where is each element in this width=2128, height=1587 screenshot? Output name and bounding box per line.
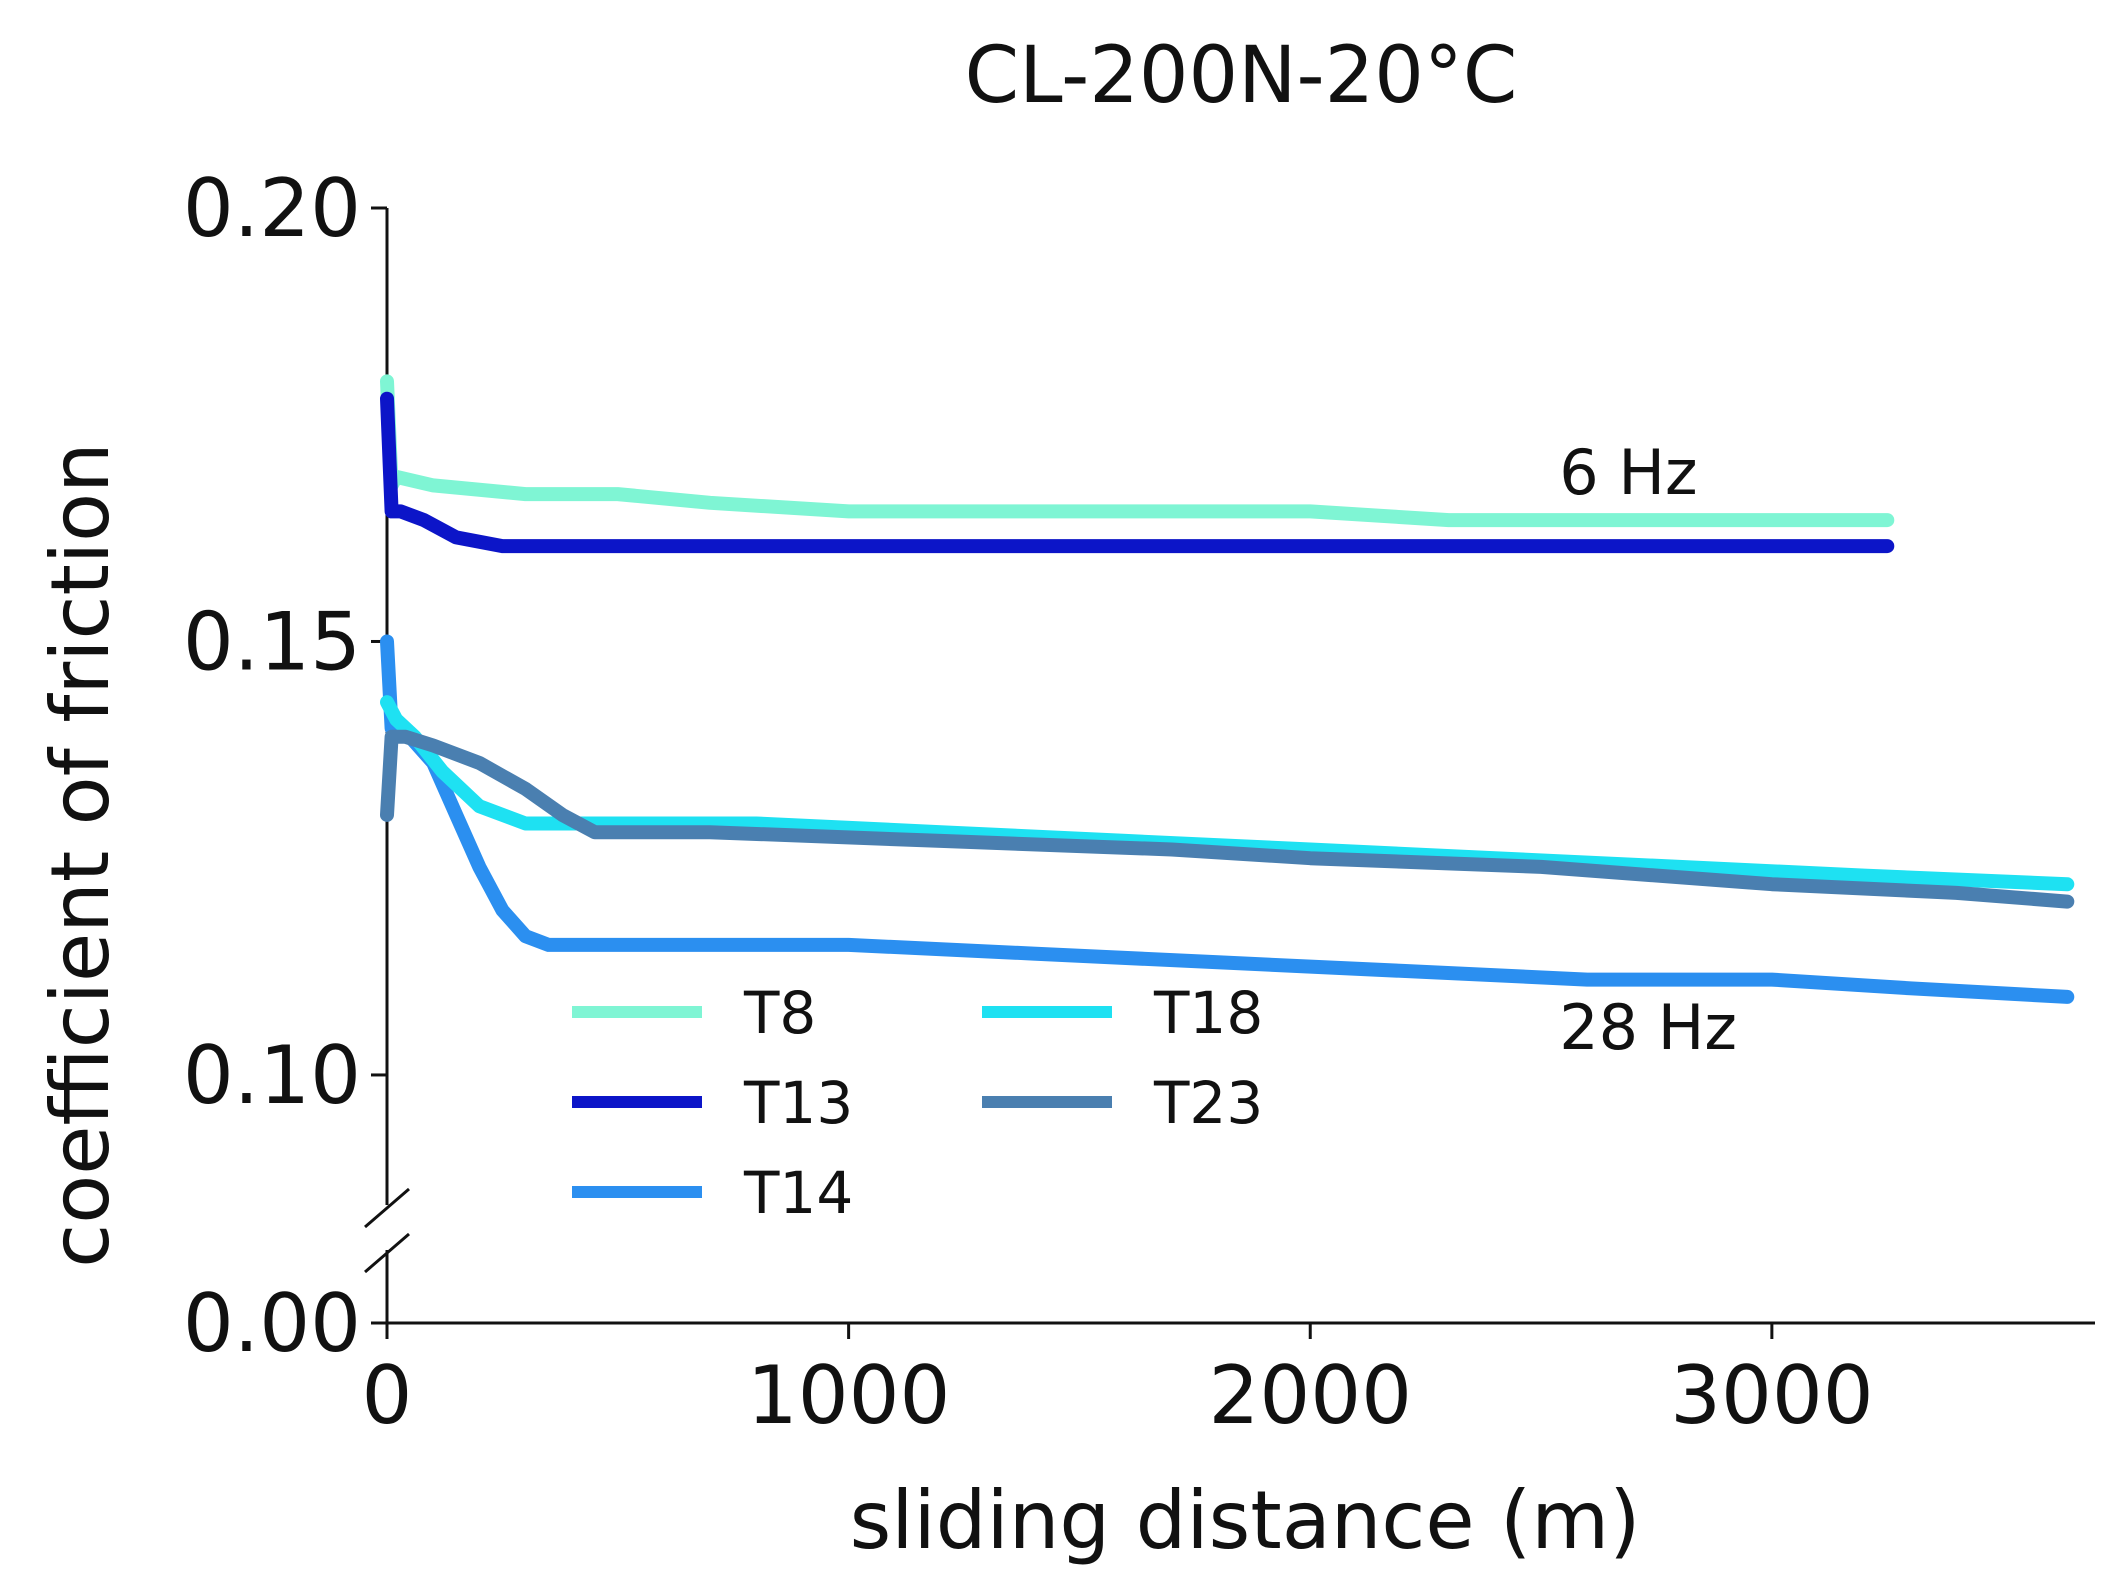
tick-labels: 0.00 0.10 0.15 0.20 0 1000 2000 3000 — [183, 162, 1874, 1442]
legend-label-t14: T14 — [743, 1159, 853, 1227]
legend-label-t23: T23 — [1153, 1069, 1263, 1137]
series-line-t23 — [380, 729, 2075, 909]
x-tick-label: 1000 — [747, 1349, 951, 1442]
legend-label-t13: T13 — [743, 1069, 853, 1137]
plot-area — [380, 374, 2075, 1004]
axis-break-mark-bottom — [364, 1232, 410, 1274]
y-axis-label: coefficient of friction — [34, 442, 127, 1267]
y-tick-label: 0.15 — [183, 595, 361, 688]
legend-label-t18: T18 — [1153, 979, 1263, 1047]
chart-title: CL-200N-20°C — [965, 31, 1518, 121]
legend: T8 T13 T14 T18 T23 — [572, 979, 1263, 1227]
series-line-t8 — [380, 374, 1895, 528]
x-tick-label: 2000 — [1208, 1349, 1412, 1442]
y-tick-label: 0.20 — [183, 162, 361, 255]
x-tick-label: 0 — [362, 1349, 413, 1442]
axes — [364, 206, 2095, 1339]
y-tick-label: 0.10 — [183, 1029, 361, 1122]
series-line-t18 — [380, 695, 2075, 892]
axis-break-mark-top — [364, 1187, 410, 1229]
annotations: 6 Hz 28 Hz — [1559, 436, 1737, 1064]
legend-label-t8: T8 — [743, 979, 816, 1047]
series-line-t13 — [380, 391, 1895, 554]
annotation-28hz: 28 Hz — [1559, 991, 1737, 1064]
y-tick-label: 0.00 — [183, 1277, 361, 1370]
annotation-6hz: 6 Hz — [1559, 436, 1697, 509]
x-tick-label: 3000 — [1670, 1349, 1874, 1442]
x-axis-label: sliding distance (m) — [850, 1474, 1641, 1567]
